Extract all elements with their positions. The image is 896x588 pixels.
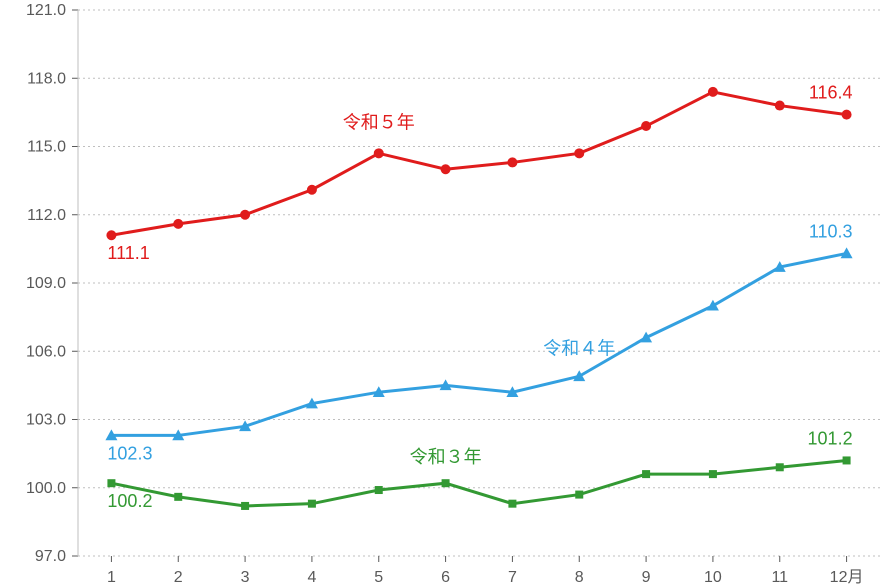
x-tick-label: 12月 <box>830 569 864 586</box>
x-tick-label: 1 <box>107 569 116 586</box>
end-value-reiwa3: 101.2 <box>808 428 853 448</box>
marker-square <box>174 493 182 501</box>
x-tick-label: 2 <box>174 569 183 586</box>
y-tick-label: 112.0 <box>27 207 66 224</box>
series-label-reiwa4: 令和４年 <box>543 338 615 358</box>
x-tick-label: 6 <box>441 569 450 586</box>
y-tick-label: 118.0 <box>27 70 66 87</box>
end-value-reiwa4: 110.3 <box>809 221 853 241</box>
marker-square <box>107 479 115 487</box>
marker-circle <box>842 110 852 120</box>
end-value-reiwa5: 116.4 <box>809 83 853 103</box>
x-tick-label: 5 <box>374 569 383 586</box>
start-value-reiwa3: 100.2 <box>107 491 152 511</box>
y-tick-label: 115.0 <box>27 139 66 156</box>
marker-triangle <box>573 370 585 381</box>
series-reiwa3 <box>111 460 846 506</box>
marker-circle <box>507 157 517 167</box>
x-tick-label: 10 <box>704 569 722 586</box>
series-reiwa5 <box>111 92 846 235</box>
marker-square <box>308 500 316 508</box>
series-label-reiwa3: 令和３年 <box>410 447 482 467</box>
marker-circle <box>240 210 250 220</box>
marker-square <box>642 470 650 478</box>
marker-circle <box>574 148 584 158</box>
marker-circle <box>106 230 116 240</box>
y-tick-label: 97.0 <box>35 548 66 565</box>
marker-square <box>442 479 450 487</box>
series-label-reiwa5: 令和５年 <box>343 112 415 132</box>
y-tick-label: 109.0 <box>26 275 66 292</box>
start-value-reiwa4: 102.3 <box>107 443 152 463</box>
marker-square <box>575 491 583 499</box>
y-tick-label: 100.0 <box>26 480 66 497</box>
marker-circle <box>441 164 451 174</box>
marker-square <box>375 486 383 494</box>
y-tick-label: 121.0 <box>26 2 66 19</box>
marker-square <box>843 456 851 464</box>
marker-triangle <box>707 300 719 311</box>
marker-circle <box>775 101 785 111</box>
start-value-reiwa5: 111.1 <box>107 243 149 263</box>
y-tick-label: 103.0 <box>26 412 66 429</box>
x-tick-label: 9 <box>642 569 651 586</box>
marker-circle <box>307 185 317 195</box>
x-tick-label: 4 <box>307 569 316 586</box>
x-tick-label: 3 <box>241 569 250 586</box>
marker-square <box>241 502 249 510</box>
marker-square <box>709 470 717 478</box>
series-reiwa4 <box>111 253 846 435</box>
marker-circle <box>641 121 651 131</box>
x-tick-label: 8 <box>575 569 584 586</box>
marker-circle <box>173 219 183 229</box>
x-tick-label: 7 <box>508 569 517 586</box>
marker-square <box>508 500 516 508</box>
x-tick-label: 11 <box>771 569 788 586</box>
marker-square <box>776 463 784 471</box>
y-tick-label: 106.0 <box>26 343 66 360</box>
marker-circle <box>374 148 384 158</box>
marker-circle <box>708 87 718 97</box>
line-chart: 97.0 100.0 103.0 106.0 109.0 112.0 115.0 118.0 1… <box>0 0 896 588</box>
